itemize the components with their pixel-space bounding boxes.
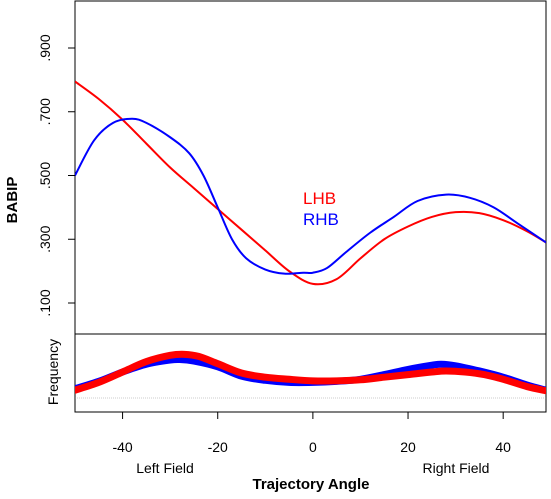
y-tick-label: .100 <box>37 289 53 316</box>
x-axis-title: Trajectory Angle <box>253 476 370 493</box>
y-tick-label: .900 <box>37 34 53 61</box>
y-tick-label: .500 <box>37 162 53 189</box>
babip-lines <box>75 80 546 286</box>
y-tick-label: .300 <box>37 225 53 252</box>
x-tick-label: 40 <box>495 439 511 455</box>
y-tick-label: .700 <box>37 98 53 125</box>
x-tick-label: -20 <box>208 439 228 455</box>
frequency-band-lhb <box>75 350 546 395</box>
x-tick-label: -40 <box>112 439 132 455</box>
right-field-label: Right Field <box>423 460 490 476</box>
frequency-axis-title: Frequency <box>45 339 61 405</box>
frequency-plot-frame <box>74 333 547 413</box>
x-tick-label: 0 <box>309 439 317 455</box>
left-field-label: Left Field <box>136 460 194 476</box>
babip-line-lhb <box>75 80 546 286</box>
frequency-lines <box>75 350 546 395</box>
x-tick-label: 20 <box>400 439 416 455</box>
babip-line-rhb <box>75 117 546 275</box>
legend-rhb: RHB <box>303 210 339 229</box>
y-axis-title: BABIP <box>4 177 21 224</box>
x-axis: -40 -20 0 20 40 <box>112 412 511 455</box>
legend-lhb: LHB <box>303 189 336 208</box>
y-axis: .100 .300 .500 .700 .900 <box>37 34 75 317</box>
